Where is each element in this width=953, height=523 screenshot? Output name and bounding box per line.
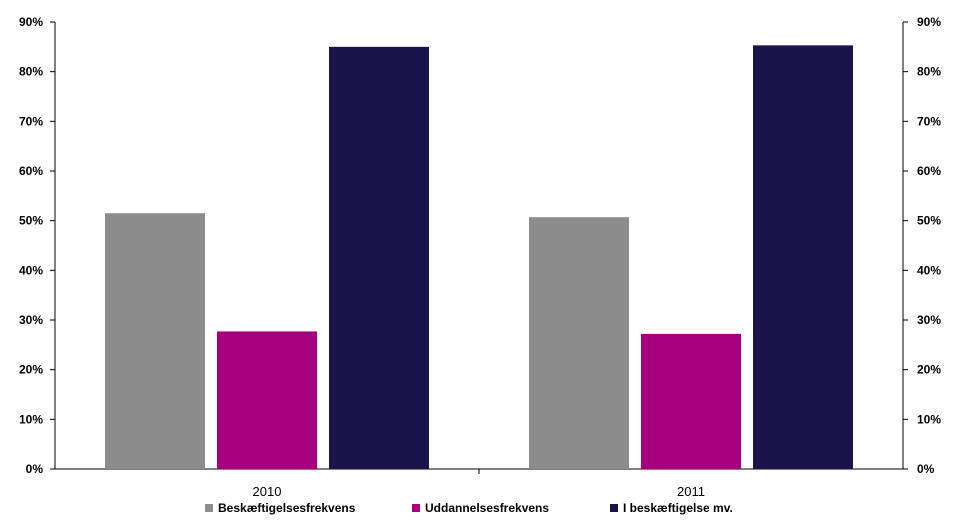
y-tick-label-right: 90% [917, 15, 941, 29]
category-label: 2010 [253, 484, 282, 499]
legend-label: I beskæftigelse mv. [623, 501, 733, 515]
bar [641, 333, 741, 469]
y-tick-label-left: 50% [19, 214, 43, 228]
bar [529, 217, 629, 469]
y-tick-label-left: 40% [19, 263, 43, 277]
y-tick-label-right: 10% [917, 412, 941, 426]
y-tick-label-left: 80% [19, 65, 43, 79]
legend: Beskæftigelsesfrekvens Uddannelsesfrekven… [205, 501, 733, 515]
y-tick-label-right: 50% [917, 214, 941, 228]
y-tick-label-left: 20% [19, 363, 43, 377]
y-tick-label-left: 70% [19, 114, 43, 128]
y-tick-label-left: 90% [19, 15, 43, 29]
legend-label: Beskæftigelsesfrekvens [218, 501, 356, 515]
y-tick-label-left: 10% [19, 412, 43, 426]
bar [217, 331, 317, 469]
bar [329, 46, 429, 469]
y-tick-label-right: 40% [917, 263, 941, 277]
legend-swatch [412, 504, 420, 512]
y-tick-label-left: 0% [26, 462, 44, 476]
y-tick-label-left: 30% [19, 313, 43, 327]
legend-label: Uddannelsesfrekvens [425, 501, 549, 515]
y-tick-label-right: 60% [917, 164, 941, 178]
bars [105, 45, 853, 470]
category-label: 2011 [677, 484, 705, 499]
y-tick-label-right: 70% [917, 114, 941, 128]
bar [105, 213, 205, 469]
y-tick-label-left: 60% [19, 164, 43, 178]
tick-labels: 0% 0% 10% 10% 20% 20% 30% 30% 40% 40% 50% 50% 60% 60%… [19, 15, 941, 476]
y-tick-label-right: 20% [917, 363, 941, 377]
bar [753, 45, 853, 470]
legend-swatch [610, 504, 618, 512]
y-tick-label-right: 0% [917, 462, 935, 476]
y-tick-label-right: 30% [917, 313, 941, 327]
category-labels: 2010 2011 [253, 484, 705, 499]
y-tick-label-right: 80% [917, 65, 941, 79]
legend-swatch [205, 504, 213, 512]
